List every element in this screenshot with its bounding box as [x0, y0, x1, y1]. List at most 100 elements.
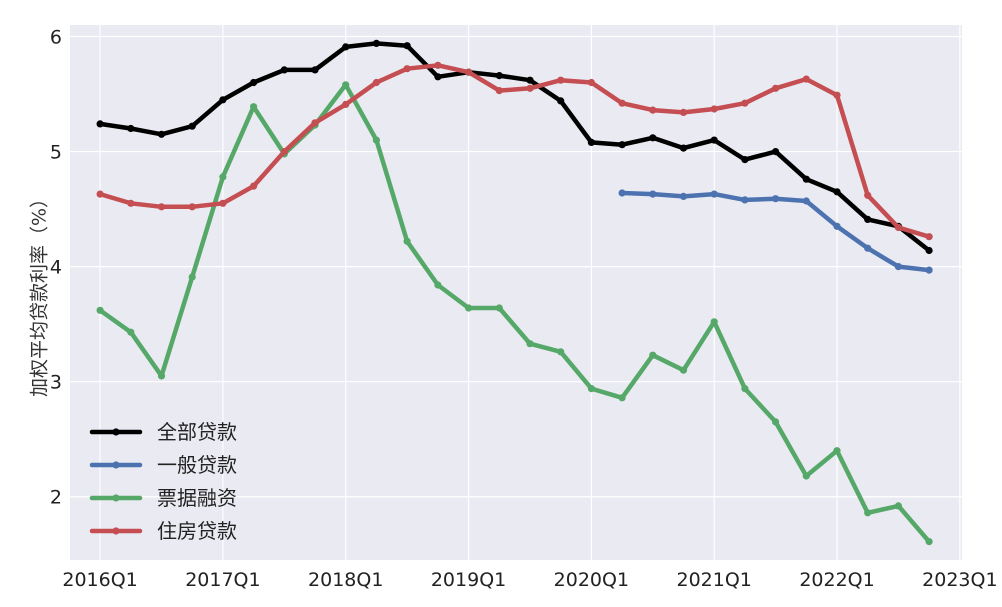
data-point [618, 99, 626, 107]
data-point [311, 119, 319, 127]
data-point [587, 78, 596, 87]
series-3 [96, 81, 933, 546]
series-2 [618, 189, 933, 274]
data-point [802, 75, 810, 83]
data-point [127, 199, 135, 207]
data-point [465, 68, 473, 76]
data-point [894, 223, 903, 232]
legend-label: 一般贷款 [157, 453, 237, 477]
y-tick-label: 6 [50, 27, 62, 49]
data-point [219, 96, 227, 104]
data-point [741, 156, 749, 164]
plot-background [70, 25, 962, 560]
data-point [679, 144, 688, 152]
tick-labels: 2016Q1 2017Q1 2018Q1 2019Q1 2020Q1 2021Q1 2022… [50, 27, 998, 591]
data-point [679, 192, 688, 200]
data-point [649, 351, 657, 359]
data-point [219, 173, 227, 181]
legend-label: 住房贷款 [157, 519, 237, 543]
data-point [772, 195, 780, 203]
data-point [679, 366, 688, 374]
data-point [526, 84, 534, 92]
data-point [679, 108, 688, 116]
y-tick-label: 3 [50, 372, 62, 394]
data-point [403, 237, 411, 245]
data-point [403, 65, 411, 73]
data-point [649, 190, 657, 198]
data-point [465, 304, 473, 312]
data-point [864, 509, 872, 517]
x-tick-label: 2021Q1 [677, 569, 752, 591]
legend-label: 全部贷款 [157, 420, 237, 444]
data-point [710, 105, 718, 113]
data-point [219, 199, 227, 207]
data-point [557, 97, 565, 105]
data-point [710, 136, 718, 144]
legend-item: 一般贷款 [89, 453, 237, 477]
x-tick-label: 2020Q1 [554, 569, 629, 591]
data-point [434, 61, 442, 69]
data-point [127, 124, 135, 133]
series-line [97, 82, 932, 544]
data-point [188, 122, 196, 130]
data-point [833, 447, 841, 455]
data-point [96, 190, 104, 198]
data-point [925, 538, 933, 546]
data-point [526, 340, 534, 348]
data-point [526, 76, 534, 84]
data-point [342, 43, 350, 51]
legend-label: 票据融资 [157, 486, 237, 510]
data-point [618, 394, 626, 402]
data-point [280, 148, 288, 156]
data-point [157, 130, 166, 138]
data-point [96, 306, 104, 314]
data-point [157, 203, 166, 211]
data-point [618, 141, 626, 149]
data-point [618, 189, 626, 197]
data-point [342, 100, 350, 108]
data-point [710, 318, 718, 326]
x-tick-label: 2018Q1 [308, 569, 383, 591]
data-point [557, 76, 565, 84]
data-point [403, 42, 411, 50]
x-tick-label: 2019Q1 [431, 569, 506, 591]
data-point [710, 190, 718, 198]
data-point [894, 502, 903, 510]
data-point [833, 188, 841, 196]
legend-item: 住房贷款 [89, 519, 237, 543]
x-tick-label: 2016Q1 [62, 569, 137, 591]
legend-marker [112, 428, 120, 436]
data-point [434, 281, 442, 289]
series-line [97, 63, 932, 239]
data-point [833, 222, 841, 230]
series-4 [96, 61, 933, 241]
data-point [127, 328, 135, 336]
series-1 [96, 39, 933, 255]
data-point [188, 203, 196, 211]
data-point [372, 136, 380, 144]
data-point [802, 472, 810, 480]
data-point [372, 39, 380, 48]
y-axis-title: 加权平均贷款利率（%） [29, 189, 51, 397]
data-point [741, 99, 749, 107]
data-point [802, 175, 810, 183]
data-point [925, 233, 933, 241]
data-point [894, 263, 903, 271]
data-point [434, 73, 442, 81]
grid [70, 25, 962, 560]
data-point [772, 418, 780, 426]
data-point [157, 372, 166, 380]
data-point [250, 78, 258, 87]
legend-marker [112, 494, 120, 502]
legend-item: 票据融资 [89, 486, 237, 510]
data-point [772, 148, 780, 156]
data-point [342, 81, 350, 89]
data-point [741, 196, 749, 204]
series-line [97, 41, 932, 253]
data-point [864, 215, 872, 223]
series-lines [96, 39, 933, 546]
y-tick-label: 2 [50, 487, 62, 509]
